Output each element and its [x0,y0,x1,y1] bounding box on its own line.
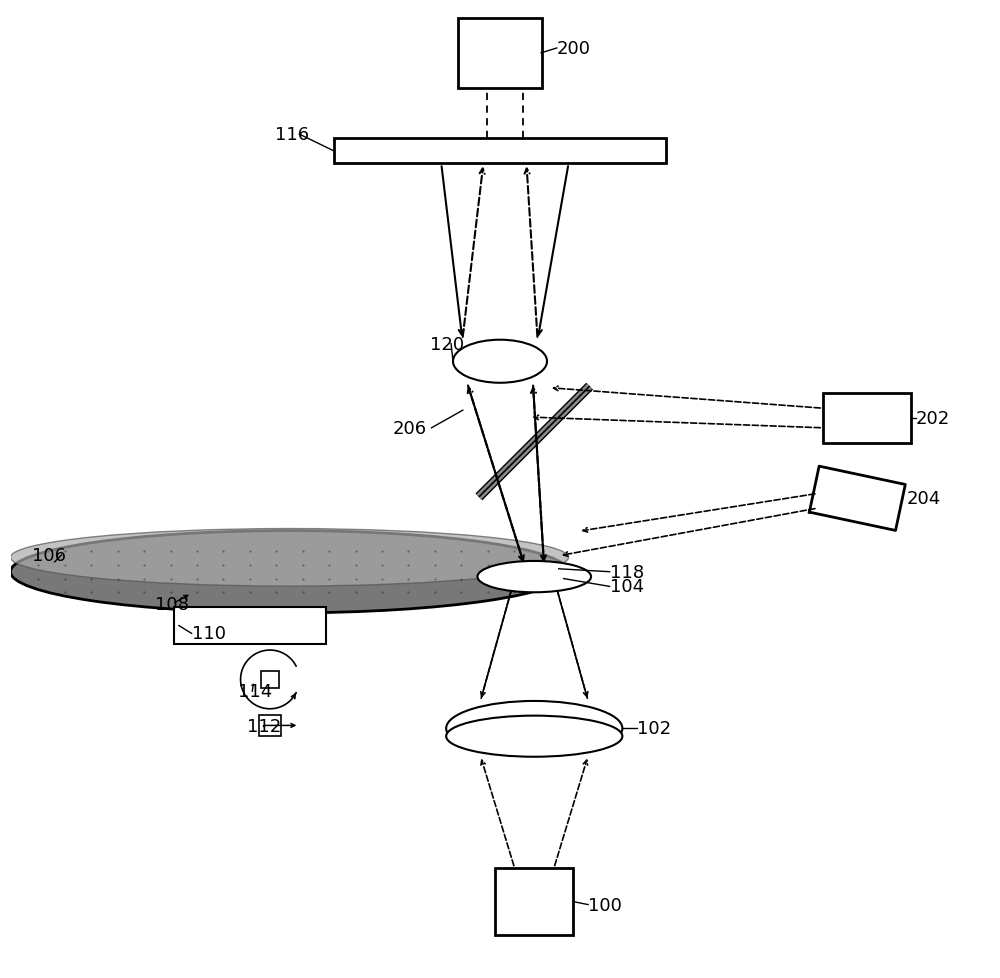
Text: 106: 106 [32,547,66,564]
Ellipse shape [446,701,622,756]
Text: 204: 204 [906,490,941,508]
Ellipse shape [11,529,569,587]
Text: 100: 100 [588,896,622,913]
Text: 118: 118 [610,563,644,581]
Text: 102: 102 [637,720,671,737]
Text: 104: 104 [610,578,644,596]
Bar [334,139,666,164]
Text: 120: 120 [430,335,464,353]
Text: 108: 108 [155,596,189,613]
Text: 116: 116 [275,126,309,144]
Bar [458,19,542,89]
Bar [495,868,573,935]
Polygon shape [809,467,905,531]
Text: 202: 202 [916,410,950,427]
Ellipse shape [453,340,547,383]
Bar [261,671,279,689]
Bar [174,607,326,645]
Ellipse shape [11,531,569,613]
Text: 114: 114 [238,683,272,700]
Bar [259,715,281,736]
Ellipse shape [477,561,591,593]
Text: 110: 110 [192,625,226,643]
Text: 112: 112 [247,718,282,735]
Ellipse shape [446,716,622,757]
Text: 200: 200 [557,40,591,58]
Bar [823,393,911,444]
Text: 206: 206 [392,420,426,437]
